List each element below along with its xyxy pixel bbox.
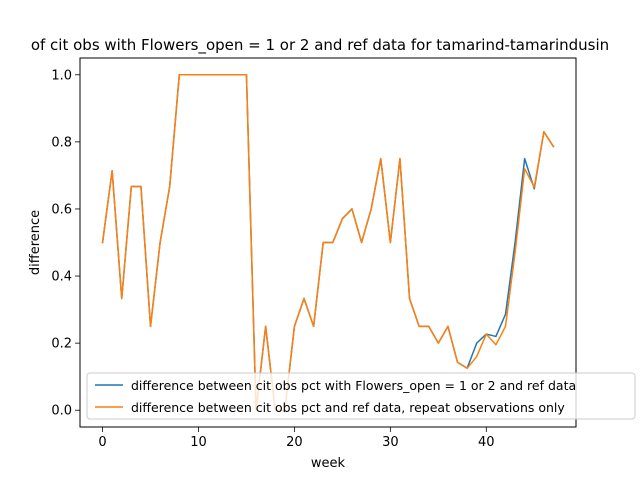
y-tick-label: 0.0: [51, 404, 72, 419]
series-layer: [101, 74, 555, 411]
legend-entry-1: difference between cit obs pct and ref d…: [131, 400, 565, 415]
y-axis-label: difference: [28, 210, 43, 275]
legend-box: [86, 372, 636, 420]
x-tick-label: 30: [382, 435, 399, 450]
series-line-1: [101, 74, 555, 411]
x-tick-label: 40: [478, 435, 495, 450]
y-tick-label: 1.0: [51, 68, 72, 83]
x-tick-label: 10: [190, 435, 207, 450]
y-tick-label: 0.6: [51, 202, 72, 217]
y-ticks: 0.0 0.2 0.4 0.6 0.8 1.0: [51, 68, 80, 419]
plot-frame: [79, 57, 577, 428]
legend: difference between cit obs pct with Flow…: [86, 372, 636, 420]
chart-title: of cit obs with Flowers_open = 1 or 2 an…: [31, 36, 609, 55]
x-tick-label: 20: [286, 435, 303, 450]
y-tick-label: 0.4: [51, 270, 72, 285]
y-tick-label: 0.8: [51, 135, 72, 150]
x-tick-label: 0: [98, 435, 106, 450]
legend-entry-0: difference between cit obs pct with Flow…: [131, 378, 576, 393]
x-axis-label: week: [311, 456, 346, 471]
y-tick-label: 0.2: [51, 337, 72, 352]
x-ticks: 0 10 20 30 40: [98, 427, 495, 450]
